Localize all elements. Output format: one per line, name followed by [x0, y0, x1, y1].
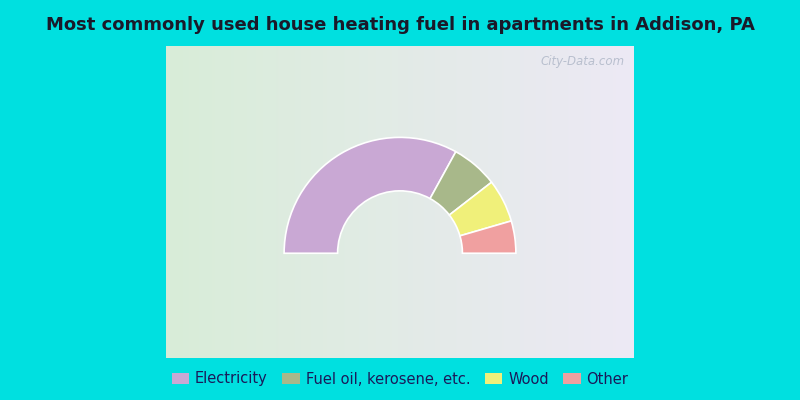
Wedge shape — [284, 137, 456, 253]
Legend: Electricity, Fuel oil, kerosene, etc., Wood, Other: Electricity, Fuel oil, kerosene, etc., W… — [166, 366, 634, 392]
Wedge shape — [460, 221, 516, 253]
Text: Most commonly used house heating fuel in apartments in Addison, PA: Most commonly used house heating fuel in… — [46, 16, 754, 34]
Wedge shape — [430, 152, 491, 215]
Wedge shape — [450, 182, 511, 236]
Text: City-Data.com: City-Data.com — [541, 55, 625, 68]
